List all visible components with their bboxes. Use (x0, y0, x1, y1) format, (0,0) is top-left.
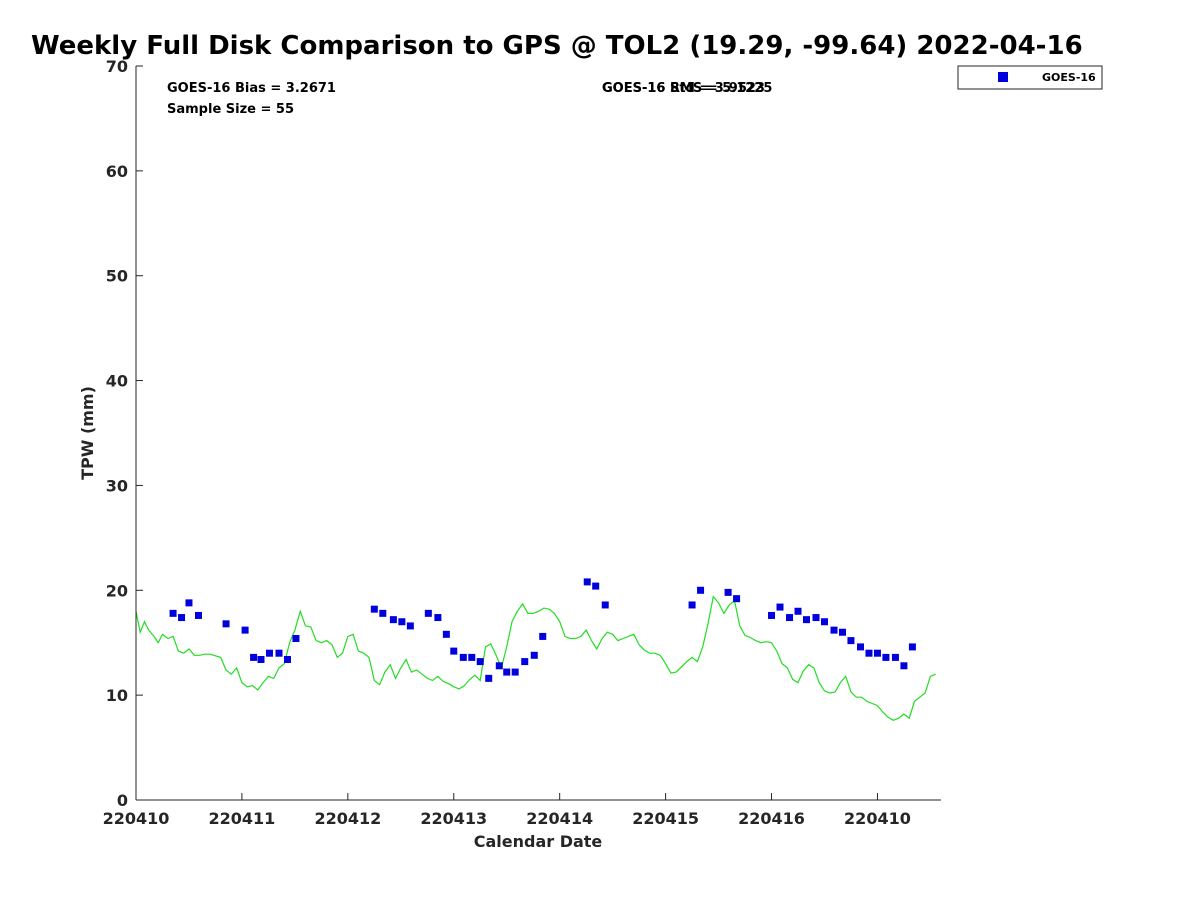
goes16-marker (865, 649, 873, 657)
goes16-marker (786, 614, 794, 622)
y-tick-label: 50 (106, 267, 128, 286)
goes16-marker (476, 658, 484, 666)
x-tick-label: 220415 (632, 809, 699, 828)
y-tick-label: 20 (106, 581, 128, 600)
goes16-marker (241, 626, 249, 634)
sample-size-annotation: Sample Size = 55 (167, 102, 294, 117)
goes16-marker (891, 653, 899, 661)
goes16-marker (169, 609, 177, 617)
goes16-marker (194, 611, 202, 619)
goes16-marker (601, 601, 609, 609)
y-axis-ticks: 0 10 20 30 40 50 60 70 (106, 57, 143, 810)
goes16-marker (908, 643, 916, 651)
y-tick-label: 40 (106, 372, 128, 391)
goes16-marker (882, 653, 890, 661)
goes16-marker (820, 618, 828, 626)
goes16-marker (283, 655, 291, 663)
goes16-marker (688, 601, 696, 609)
x-tick-label: 220411 (209, 809, 276, 828)
goes16-marker (812, 614, 820, 622)
goes16-marker (485, 674, 493, 682)
x-axis-ticks: 220410 220411 220412 220413 220414 220415 2204… (103, 793, 911, 828)
goes16-marker (794, 607, 802, 615)
goes16-marker (503, 668, 511, 676)
rms-annotation: GOES-16 RMS = 5.1225 (602, 81, 772, 96)
goes16-marker (459, 653, 467, 661)
goes16-marker (530, 651, 538, 659)
goes16-marker (592, 582, 600, 590)
goes16-marker (830, 626, 838, 634)
goes16-marker (697, 586, 705, 594)
goes16-marker (583, 578, 591, 586)
legend-label-goes16: GOES-16 (1042, 71, 1096, 84)
goes16-marker (539, 632, 547, 640)
legend-marker-goes16 (998, 72, 1008, 82)
goes16-marker-layer (169, 578, 916, 682)
x-tick-label: 220414 (526, 809, 593, 828)
goes16-marker (185, 599, 193, 607)
plot-area (136, 66, 941, 800)
gps-tpw-line (135, 595, 936, 721)
x-tick-label: 220413 (420, 809, 487, 828)
goes16-marker (802, 616, 810, 624)
goes16-marker (521, 658, 529, 666)
goes16-marker (265, 649, 273, 657)
goes16-marker (468, 653, 476, 661)
goes16-marker (178, 614, 186, 622)
bias-annotation: GOES-16 Bias = 3.2671 (167, 81, 336, 96)
y-axis-label: TPW (mm) (78, 386, 97, 480)
goes16-marker (838, 628, 846, 636)
goes16-marker (406, 622, 414, 630)
legend-box (957, 65, 1103, 90)
goes16-marker (442, 630, 450, 638)
std-annotation: GOES-16 Std = 3.9523 (602, 81, 765, 96)
goes16-marker (857, 643, 864, 651)
chart-title: Weekly Full Disk Comparison to GPS @ TOL… (31, 31, 1083, 61)
y-tick-label: 60 (106, 162, 128, 181)
goes16-marker (379, 609, 387, 617)
goes16-marker (873, 649, 881, 657)
x-axis-label: Calendar Date (474, 832, 603, 851)
goes16-marker (434, 614, 442, 622)
x-tick-label: 220410 (844, 809, 911, 828)
goes16-marker (847, 637, 855, 645)
y-tick-label: 0 (117, 791, 128, 810)
goes16-marker (495, 662, 503, 670)
gps-line-layer (135, 595, 936, 721)
goes16-marker (257, 655, 265, 663)
x-tick-label: 220416 (738, 809, 805, 828)
goes16-marker (900, 662, 908, 670)
goes16-marker (370, 605, 378, 613)
goes16-marker (733, 595, 741, 603)
goes16-marker (724, 588, 732, 596)
goes16-marker (275, 649, 283, 657)
x-tick-label: 220410 (103, 809, 170, 828)
goes16-marker (389, 616, 397, 624)
y-tick-label: 70 (106, 57, 128, 76)
y-tick-label: 30 (106, 476, 128, 495)
y-tick-label: 10 (106, 686, 128, 705)
goes16-marker (222, 620, 230, 628)
goes16-marker (250, 653, 258, 661)
goes16-marker (292, 635, 300, 643)
x-tick-label: 220412 (314, 809, 381, 828)
goes16-marker (450, 647, 458, 655)
goes16-marker (424, 609, 432, 617)
legend: GOES-16 (957, 65, 1103, 90)
goes16-marker (511, 668, 519, 676)
goes16-marker (768, 611, 776, 619)
goes16-marker (776, 603, 784, 611)
goes16-marker (398, 618, 406, 626)
